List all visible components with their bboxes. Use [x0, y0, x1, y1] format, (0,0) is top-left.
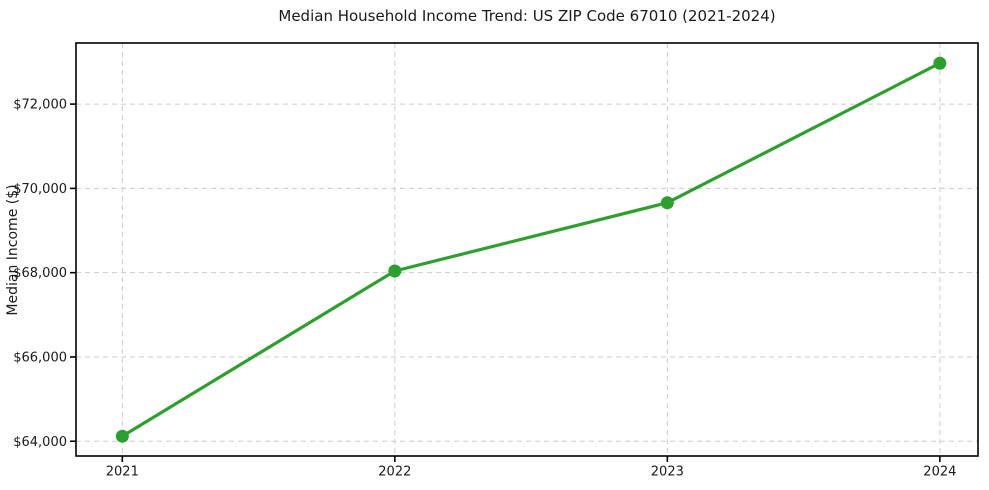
gridlines [76, 43, 978, 456]
x-tick-label: 2021 [106, 465, 139, 480]
y-tick-label: $64,000 [13, 435, 67, 450]
plot-frame [75, 42, 979, 457]
y-tick-label: $66,000 [13, 350, 67, 365]
x-tick-label: 2024 [923, 465, 956, 480]
chart-title: Median Household Income Trend: US ZIP Co… [278, 7, 775, 25]
axes-frame [75, 42, 979, 457]
x-tick-label: 2022 [378, 465, 411, 480]
income-trend-line [120, 61, 942, 438]
data-point-2024 [933, 56, 947, 70]
x-tick-label: 2023 [651, 465, 684, 480]
data-point-2022 [388, 264, 402, 278]
series-layer [115, 56, 947, 443]
tick-marks [70, 103, 941, 462]
tick-labels: $64,000 $66,000 $68,000 $70,000 $72,000 2021 2… [13, 98, 956, 480]
y-axis-title: Median Income ($) [5, 184, 21, 315]
y-tick-label: $70,000 [13, 182, 67, 197]
data-point-2021 [115, 429, 129, 443]
data-point-2023 [660, 196, 674, 210]
y-tick-label: $72,000 [13, 98, 67, 113]
y-tick-label: $68,000 [13, 266, 67, 281]
